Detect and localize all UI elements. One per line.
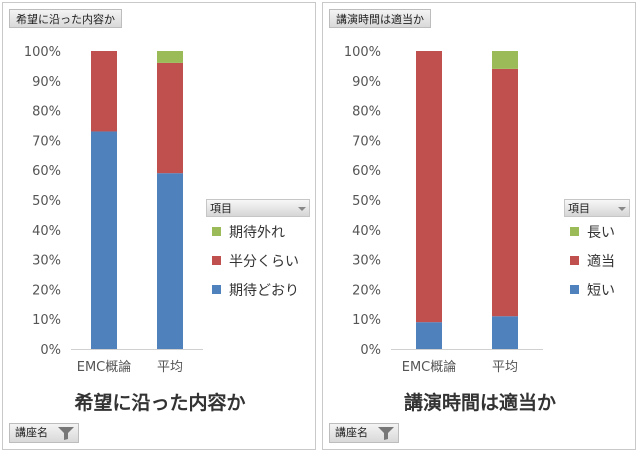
y-tick-label: 40% <box>352 224 381 239</box>
y-tick-label: 30% <box>352 254 381 269</box>
y-tick-label: 60% <box>32 164 61 179</box>
legend-header[interactable]: 項目 <box>206 199 310 217</box>
field-button-left[interactable]: 希望に沿った内容か <box>9 9 122 28</box>
legend-swatch <box>570 227 579 236</box>
y-tick-label: 90% <box>352 75 381 90</box>
bar-segment[interactable] <box>416 322 442 349</box>
bar-segment[interactable] <box>91 51 117 132</box>
filter-label: 講座名 <box>15 426 48 439</box>
legend-right: 項目 長い適当短い <box>564 199 630 304</box>
bar-segment[interactable] <box>157 173 183 349</box>
legend-swatch <box>212 256 221 265</box>
bar-segment[interactable] <box>492 68 518 317</box>
funnel-icon <box>58 427 74 440</box>
legend-swatch <box>212 285 221 294</box>
legend-swatch <box>212 227 221 236</box>
dropdown-arrow-icon <box>618 207 626 211</box>
filter-label: 講座名 <box>335 426 368 439</box>
legend-title: 項目 <box>568 202 590 215</box>
y-tick-label: 0% <box>360 343 381 358</box>
chart-panel-right: 講演時間は適当か 0% 10% 20% 30% 40% 50% 60% 70% 80% 90% 10… <box>322 2 636 450</box>
y-tick-label: 90% <box>32 75 61 90</box>
legend-swatch <box>570 256 579 265</box>
y-tick-label: 80% <box>352 105 381 120</box>
filter-button-left[interactable]: 講座名 <box>9 423 79 443</box>
x-tick-label: EMC概論 <box>402 359 457 375</box>
legend-title: 項目 <box>210 202 232 215</box>
x-tick-label: 平均 <box>157 360 183 375</box>
legend-header[interactable]: 項目 <box>564 199 630 217</box>
legend-item[interactable]: 短い <box>564 275 630 304</box>
bar-segment[interactable] <box>416 51 442 323</box>
y-tick-label: 10% <box>352 313 381 328</box>
legend-item[interactable]: 適当 <box>564 246 630 275</box>
chart-panel-left: 希望に沿った内容か 0% 10% 20% 30% 40% 50% 60% 70% 80% 90% 1… <box>2 2 316 450</box>
filter-button-right[interactable]: 講座名 <box>329 423 399 443</box>
legend-label: 長い <box>587 224 615 241</box>
y-tick-label: 70% <box>32 134 61 149</box>
y-tick-label: 80% <box>32 105 61 120</box>
legend-item[interactable]: 期待外れ <box>206 217 310 246</box>
legend-label: 短い <box>587 282 615 299</box>
bar-segment[interactable] <box>492 51 518 69</box>
y-tick-label: 0% <box>40 343 61 358</box>
bar-segment[interactable] <box>157 51 183 63</box>
dropdown-arrow-icon <box>298 207 306 211</box>
y-tick-label: 30% <box>32 254 61 269</box>
y-tick-label: 20% <box>352 283 381 298</box>
chart-title: 希望に沿った内容か <box>74 391 245 414</box>
y-tick-label: 20% <box>32 283 61 298</box>
legend-label: 期待外れ <box>229 224 285 241</box>
legend-item[interactable]: 長い <box>564 217 630 246</box>
legend-left: 項目 期待外れ半分くらい期待どおり <box>206 199 310 304</box>
bar-segment[interactable] <box>492 316 518 349</box>
legend-label: 半分くらい <box>229 253 299 270</box>
legend-swatch <box>570 285 579 294</box>
y-tick-label: 100% <box>344 45 381 60</box>
x-tick-label: EMC概論 <box>77 359 132 375</box>
y-tick-label: 60% <box>352 164 381 179</box>
y-tick-label: 40% <box>32 224 61 239</box>
chart-right: 0% 10% 20% 30% 40% 50% 60% 70% 80% 90% 100% EMC概論 平均… <box>344 45 556 414</box>
x-tick-label: 平均 <box>492 360 518 375</box>
y-tick-label: 50% <box>32 194 61 209</box>
chart-title: 講演時間は適当か <box>404 391 556 414</box>
legend-item[interactable]: 半分くらい <box>206 246 310 275</box>
legend-item[interactable]: 期待どおり <box>206 275 310 304</box>
legend-label: 期待どおり <box>229 282 299 299</box>
legend-label: 適当 <box>587 253 615 270</box>
chart-left: 0% 10% 20% 30% 40% 50% 60% 70% 80% 90% 100% EMC概論 平均… <box>24 45 246 414</box>
field-button-right[interactable]: 講演時間は適当か <box>329 9 431 28</box>
y-tick-label: 10% <box>32 313 61 328</box>
y-tick-label: 100% <box>24 45 61 60</box>
y-tick-label: 50% <box>352 194 381 209</box>
bar-segment[interactable] <box>91 131 117 349</box>
bar-segment[interactable] <box>157 62 183 174</box>
y-tick-label: 70% <box>352 134 381 149</box>
funnel-icon <box>378 427 394 440</box>
